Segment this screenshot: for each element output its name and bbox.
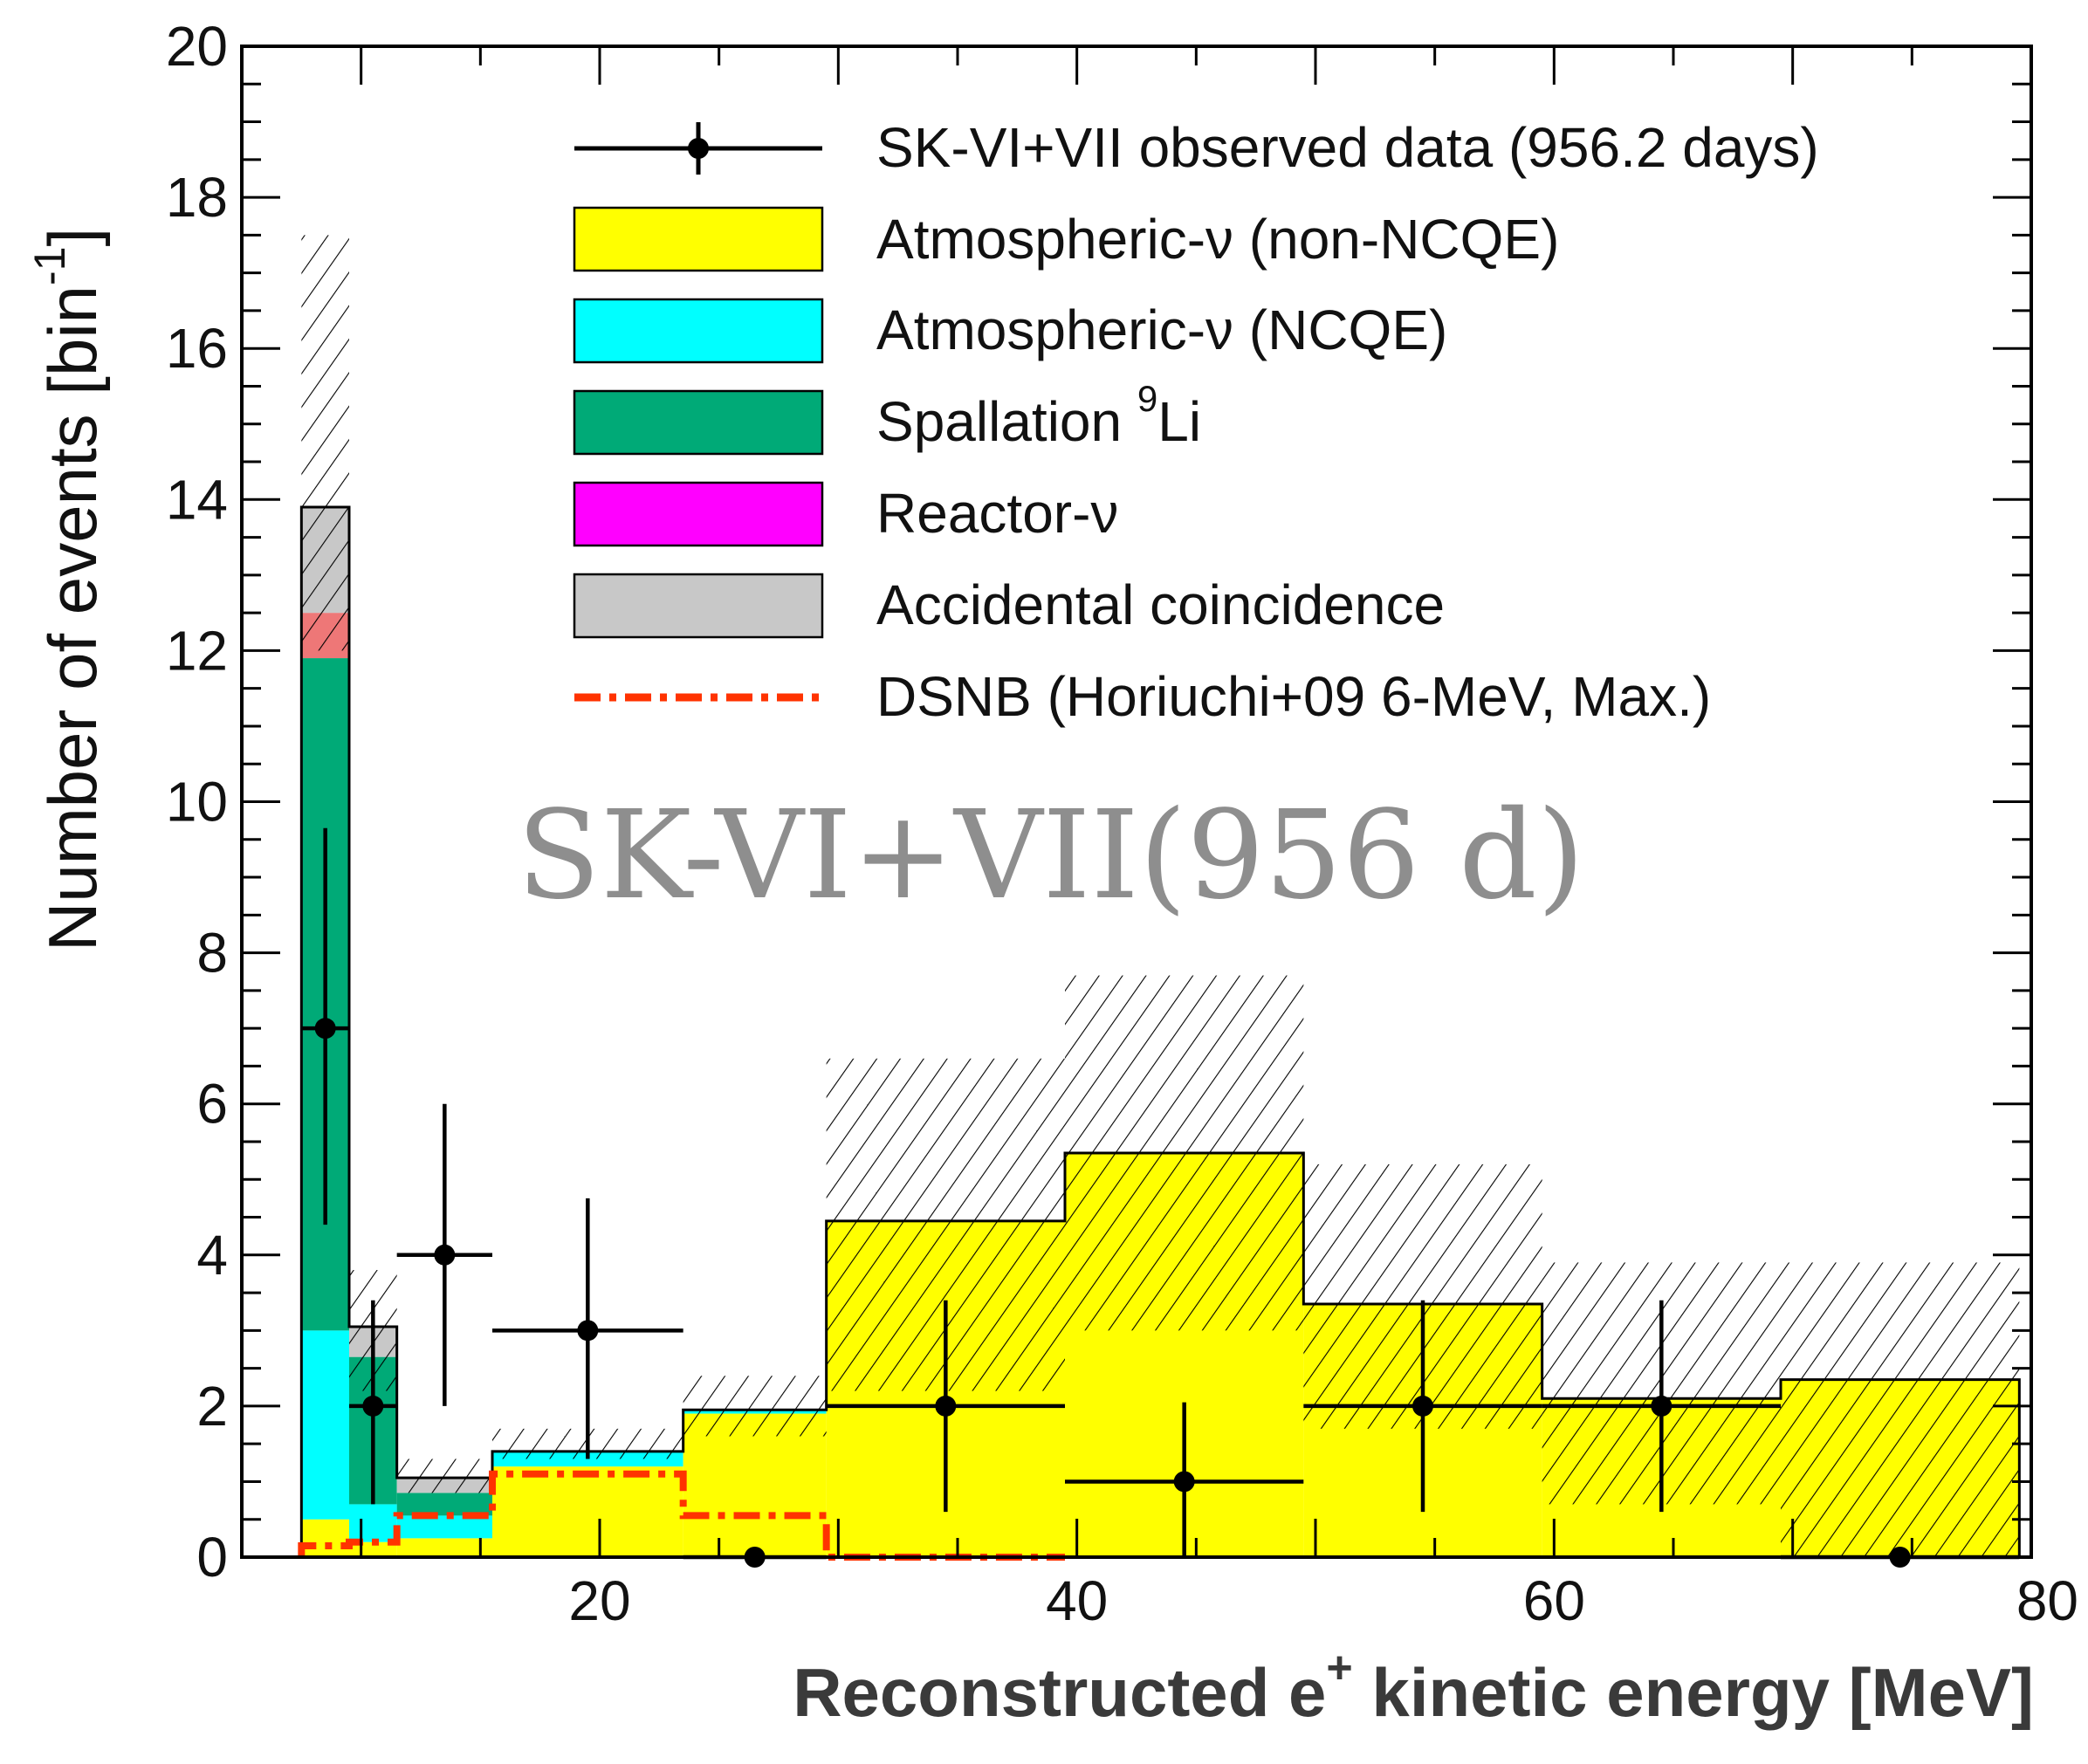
ytick-label-8: 8 [196, 922, 228, 985]
legend-entry-accidental: Accidental coincidence [573, 573, 1445, 639]
xtick-label-20: 20 [568, 1569, 630, 1632]
ytick-label-10: 10 [166, 771, 228, 834]
band-hatch-9 [1781, 1262, 2020, 1557]
legend-label-data: SK-VI+VII observed data (956.2 days) [876, 116, 1819, 179]
ytick-label-20: 20 [166, 15, 228, 78]
legend-swatch-data-marker [688, 138, 709, 159]
legend-swatch-spallation [573, 389, 824, 456]
ytick-label-18: 18 [166, 166, 228, 229]
legend-swatch-accidental [573, 573, 824, 639]
data-point-6 [1173, 1471, 1195, 1493]
y-tick-labels: 0 2 4 6 8 10 12 14 16 18 20 [166, 15, 228, 1589]
legend-entry-dsnb: DSNB (Horiuchi+09 6-MeV, Max.) [574, 665, 1711, 728]
bar-atm-nonncqe-2 [396, 1538, 492, 1557]
ytick-label-14: 14 [166, 468, 228, 531]
observed-data-points [301, 827, 2020, 1568]
legend-swatch-ncqe [573, 298, 824, 364]
ytick-label-2: 2 [196, 1375, 228, 1438]
x-axis-title: Reconstructed e+ kinetic energy [MeV] [793, 1643, 2034, 1731]
watermark-text: SK-VI+VII(956 d) [517, 785, 1584, 927]
ytick-label-16: 16 [166, 317, 228, 380]
legend-entry-data: SK-VI+VII observed data (956.2 days) [574, 116, 1819, 179]
legend-label-dsnb: DSNB (Horiuchi+09 6-MeV, Max.) [876, 665, 1711, 728]
data-point-3 [577, 1320, 599, 1342]
bar-atm-nonncqe-3 [492, 1466, 683, 1557]
legend: SK-VI+VII observed data (956.2 days) Atm… [573, 116, 1819, 728]
bar-ncqe-1 [349, 1504, 397, 1542]
legend-label-ncqe: Atmospheric-ν (NCQE) [876, 299, 1447, 361]
legend-label-accidental: Accidental coincidence [876, 573, 1445, 636]
bar-spallation-2 [396, 1493, 492, 1516]
y-axis-title: Number of events [bin-1] [25, 228, 111, 951]
bar-ncqe-0 [301, 1330, 349, 1520]
dsnb-line [298, 1470, 1065, 1561]
data-point-0 [314, 1018, 336, 1040]
data-point-8 [1651, 1395, 1672, 1417]
data-point-7 [1412, 1395, 1433, 1417]
band-hatch-0 [301, 235, 349, 651]
legend-entry-atm-nonncqe: Atmospheric-ν (non-NCQE) [573, 206, 1559, 272]
axis-ticks [242, 45, 2033, 1559]
xtick-label-80: 80 [2016, 1569, 2078, 1632]
bar-atm-nonncqe-4 [683, 1413, 827, 1557]
band-hatch-4 [683, 1376, 827, 1437]
ytick-label-4: 4 [196, 1224, 228, 1287]
legend-label-atm-nonncqe: Atmospheric-ν (non-NCQE) [876, 208, 1559, 271]
xtick-label-60: 60 [1523, 1569, 1585, 1632]
legend-swatch-reactor [573, 481, 824, 547]
data-point-2 [434, 1244, 456, 1266]
legend-label-reactor: Reactor-ν [876, 482, 1118, 545]
x-tick-labels: 20 40 60 80 [568, 1569, 2078, 1632]
data-point-1 [362, 1395, 384, 1417]
legend-label-spallation: Spallation 9Li [876, 378, 1201, 453]
bar-atm-nonncqe-0 [301, 1519, 349, 1557]
bar-ncqe-2 [396, 1515, 492, 1539]
legend-entry-reactor: Reactor-ν [573, 481, 1118, 547]
ytick-label-0: 0 [196, 1526, 228, 1589]
legend-entry-spallation: Spallation 9Li [573, 378, 1201, 456]
legend-swatch-atm-nonncqe [573, 206, 824, 272]
dsnb-prediction [298, 1470, 1065, 1561]
legend-entry-ncqe: Atmospheric-ν (NCQE) [573, 298, 1447, 364]
xtick-label-40: 40 [1046, 1569, 1108, 1632]
band-hatch-2 [396, 1459, 492, 1493]
ytick-label-12: 12 [166, 619, 228, 682]
data-point-5 [935, 1395, 957, 1417]
ytick-label-6: 6 [196, 1073, 228, 1136]
